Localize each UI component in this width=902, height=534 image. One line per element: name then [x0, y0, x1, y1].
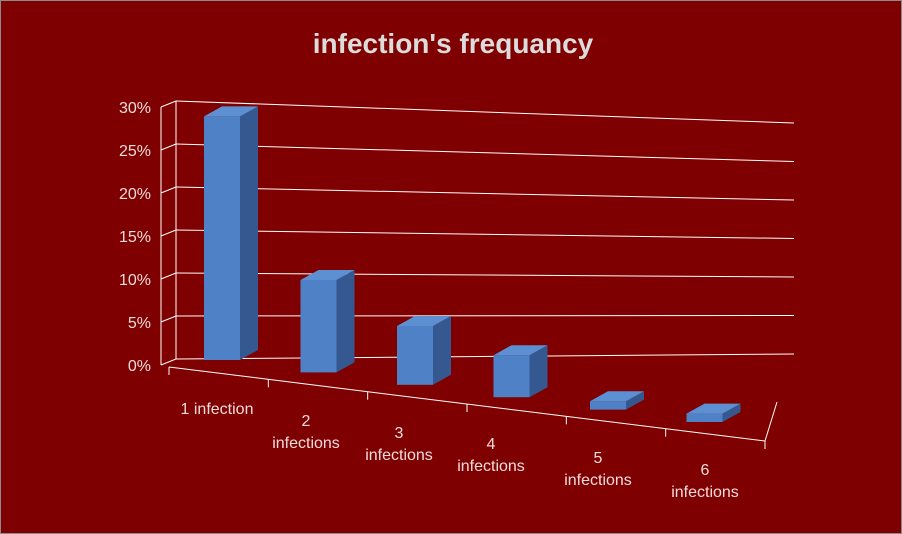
- x-tick-label: 3 infections: [365, 425, 433, 464]
- bar-top-face: [493, 345, 548, 356]
- gridlines: [160, 100, 795, 366]
- y-tick-label: 20%: [119, 186, 151, 203]
- floor-back-edge: [175, 353, 795, 360]
- bar-front-face: [493, 355, 530, 398]
- bar-front-face: [590, 401, 626, 410]
- x-tick-label-line: 2: [302, 413, 311, 430]
- gridline: [175, 100, 795, 124]
- chart-title: infection's frequancy: [313, 28, 594, 59]
- gridline: [175, 272, 795, 278]
- y-tick-label: 15%: [119, 229, 151, 246]
- bar-top-face: [397, 316, 451, 326]
- x-tick-label-line: infections: [564, 472, 632, 489]
- bar-side-face: [529, 345, 548, 398]
- y-tick-label: 10%: [119, 272, 151, 289]
- x-tick-label-line: 1 infection: [181, 401, 254, 418]
- bar: [590, 391, 644, 410]
- side-wall-gridline: [160, 143, 177, 151]
- axes: [160, 101, 795, 449]
- x-tick-label-line: 6: [701, 462, 710, 479]
- bar-side-face: [722, 403, 741, 422]
- side-wall-gridline: [160, 186, 177, 194]
- y-tick-label: 25%: [119, 143, 151, 160]
- x-tick-label-line: 3: [395, 425, 404, 442]
- bar: [686, 403, 741, 422]
- x-tick-label-line: 5: [594, 450, 603, 467]
- x-tick-label: 1 infection: [181, 401, 254, 418]
- x-tick-label: 2 infections: [272, 413, 340, 452]
- bar: [493, 345, 548, 398]
- y-tick-label: 0%: [128, 358, 151, 375]
- bar-top-face: [204, 106, 258, 117]
- bar-top-face: [590, 391, 644, 402]
- y-tick-label: 30%: [119, 100, 151, 117]
- bar: [204, 106, 258, 361]
- bar: [397, 316, 451, 385]
- side-wall-gridline: [160, 229, 177, 237]
- gridline: [175, 186, 795, 201]
- bar-side-face: [240, 106, 258, 361]
- gridline: [175, 315, 795, 317]
- labels: 0% 5% 10% 15% 20% 25% 30% 1 infection 2 infection…: [119, 100, 739, 501]
- side-wall-gridline: [160, 358, 177, 366]
- x-tick-label: 4 infections: [457, 436, 525, 475]
- side-wall-gridline: [160, 315, 177, 323]
- x-tick-label-line: infections: [272, 435, 340, 452]
- bars: [204, 106, 741, 422]
- bar-side-face: [433, 316, 451, 385]
- bar-front-face: [397, 326, 433, 385]
- bar-front-face: [204, 116, 240, 361]
- y-tick-label: 5%: [128, 315, 151, 332]
- x-tick-label-line: 4: [487, 436, 496, 453]
- bar-top-face: [686, 403, 741, 414]
- gridline: [175, 143, 795, 162]
- side-wall-gridline: [160, 100, 177, 108]
- bar-top-face: [300, 270, 355, 280]
- x-tick-label-line: infections: [365, 447, 433, 464]
- side-wall-gridline: [160, 272, 177, 280]
- bar-front-face: [686, 413, 723, 422]
- floor-right-edge: [764, 401, 778, 442]
- x-tick-label: 6 infections: [671, 462, 739, 501]
- x-tick-label-line: infections: [457, 458, 525, 475]
- bar-side-face: [626, 391, 644, 410]
- gridline: [175, 229, 795, 239]
- bar-side-face: [336, 270, 355, 373]
- x-tick-label-line: infections: [671, 484, 739, 501]
- bar-front-face: [300, 280, 337, 373]
- x-tick-label: 5 infections: [564, 450, 632, 489]
- bar: [300, 270, 355, 373]
